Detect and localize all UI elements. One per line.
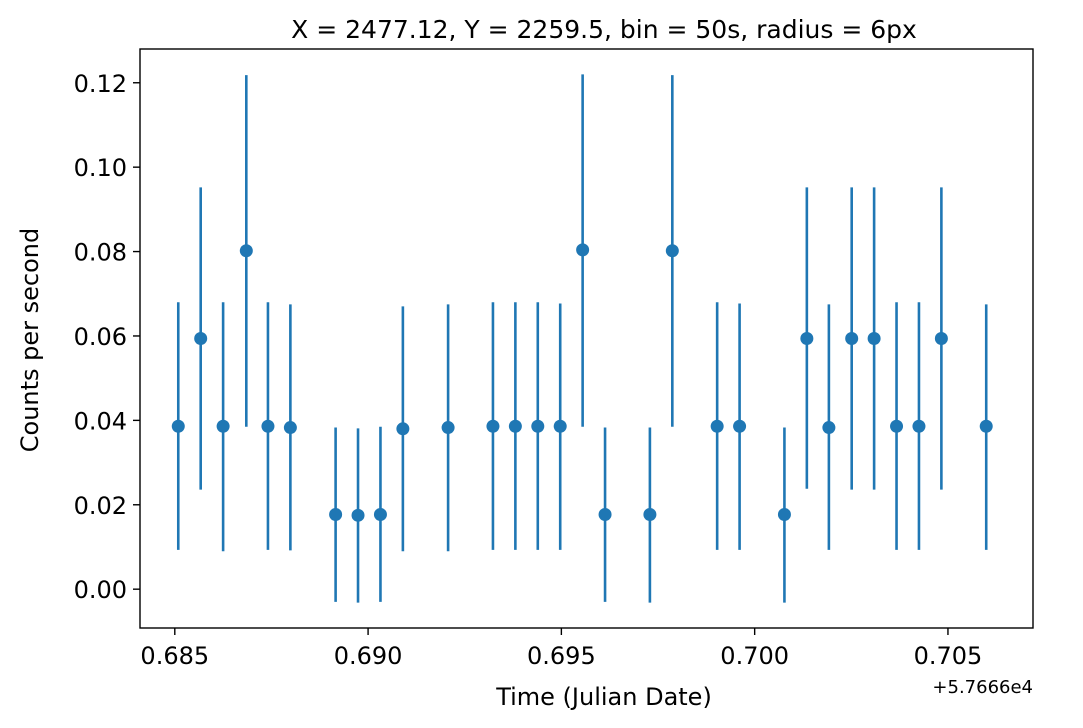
data-point [643, 507, 657, 521]
data-point [867, 332, 881, 345]
x-tick-label: 0.690 [334, 642, 403, 670]
chart-title: X = 2477.12, Y = 2259.5, bin = 50s, radi… [291, 15, 917, 44]
data-point [777, 507, 791, 521]
data-point [890, 419, 904, 433]
data-point [194, 332, 208, 345]
axes-frame [139, 48, 1034, 629]
y-tick-label: 0.10 [74, 154, 127, 182]
data-markers [171, 243, 993, 522]
data-point [598, 507, 612, 521]
data-point [329, 507, 343, 521]
data-point [800, 332, 814, 345]
data-point [441, 421, 455, 435]
data-point [531, 419, 545, 433]
y-tick-label: 0.02 [74, 492, 127, 520]
data-point [171, 419, 185, 433]
data-point [261, 419, 275, 433]
data-point [283, 421, 297, 435]
data-point [373, 507, 387, 521]
data-point [351, 508, 365, 522]
data-point [508, 419, 522, 433]
data-point [239, 244, 253, 258]
data-point [396, 422, 410, 436]
data-point [486, 419, 500, 433]
data-point [553, 419, 567, 433]
x-tick-label: 0.685 [140, 642, 209, 670]
data-point [733, 419, 747, 433]
data-point [576, 243, 590, 257]
plot-area [171, 74, 993, 603]
error-bars [176, 74, 988, 603]
x-tick-label: 0.700 [720, 642, 789, 670]
data-point [216, 419, 230, 433]
data-point [845, 332, 859, 345]
y-axis-label: Counts per second [16, 228, 44, 453]
x-axis-offset-label: +5.7666e4 [932, 677, 1033, 698]
x-tick-label: 0.695 [527, 642, 596, 670]
y-axis-ticks: 0.00 0.02 0.04 0.06 0.08 0.10 0.12 [74, 70, 140, 604]
data-point [665, 244, 679, 258]
x-tick-label: 0.705 [914, 642, 983, 670]
data-point [934, 332, 948, 345]
y-tick-label: 0.12 [74, 70, 127, 98]
data-point [822, 421, 836, 435]
x-axis-ticks: 0.685 0.690 0.695 0.700 0.705 [140, 628, 982, 670]
y-tick-label: 0.00 [74, 576, 127, 604]
y-tick-label: 0.08 [74, 239, 127, 267]
data-point [710, 419, 724, 433]
y-tick-label: 0.04 [74, 407, 127, 435]
data-point [979, 419, 993, 433]
data-point [912, 419, 926, 433]
x-axis-label: Time (Julian Date) [495, 683, 712, 711]
y-tick-label: 0.06 [74, 323, 127, 351]
